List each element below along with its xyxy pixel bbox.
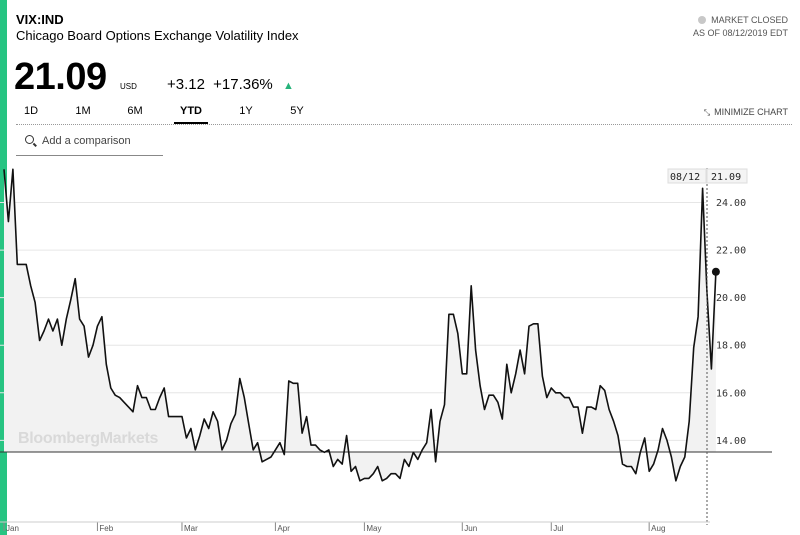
change-absolute: +3.12 bbox=[167, 76, 205, 93]
x-tick-label: Jul bbox=[553, 524, 563, 533]
x-axis-ticks: Jan Feb Mar Apr May Jun Jul Aug bbox=[3, 522, 665, 533]
y-tick-label: 24.00 bbox=[716, 198, 746, 209]
x-tick-label: Aug bbox=[651, 524, 665, 533]
x-tick-label: Apr bbox=[277, 524, 290, 533]
comparison-placeholder: Add a comparison bbox=[42, 135, 131, 147]
tooltip-date: 08/12 bbox=[670, 172, 700, 183]
y-tick-label: 18.00 bbox=[716, 341, 746, 352]
tooltip-value: 21.09 bbox=[711, 172, 741, 183]
change-percent: +17.36% bbox=[213, 76, 273, 93]
accent-bar bbox=[0, 0, 7, 535]
tab-5y[interactable]: 5Y bbox=[290, 105, 304, 117]
tab-ytd[interactable]: YTD bbox=[174, 105, 208, 124]
ticker-symbol: VIX:IND bbox=[16, 12, 64, 27]
search-icon bbox=[25, 135, 34, 144]
tab-1m[interactable]: 1M bbox=[75, 105, 91, 117]
x-tick-label: Jun bbox=[464, 524, 477, 533]
x-tick-label: Feb bbox=[99, 524, 113, 533]
y-tick-label: 16.00 bbox=[716, 388, 746, 399]
y-axis-ticks: 14.00 16.00 18.00 20.00 22.00 24.00 bbox=[716, 198, 746, 447]
minimize-chart-button[interactable]: ⤡ MINIMIZE CHART bbox=[704, 107, 788, 118]
market-status-block: MARKET CLOSED AS OF 08/12/2019 EDT bbox=[693, 14, 788, 40]
y-tick-label: 20.00 bbox=[716, 293, 746, 304]
price-area bbox=[4, 169, 716, 481]
minimize-icon: ⤡ bbox=[703, 108, 711, 117]
index-name: Chicago Board Options Exchange Volatilit… bbox=[16, 28, 299, 43]
x-tick-label: Mar bbox=[184, 524, 198, 533]
minimize-label: MINIMIZE CHART bbox=[714, 107, 788, 117]
x-tick-label: May bbox=[366, 524, 381, 533]
currency-label: USD bbox=[120, 82, 137, 91]
y-tick-label: 14.00 bbox=[716, 436, 746, 447]
price-line bbox=[3, 168, 717, 482]
tab-1y[interactable]: 1Y bbox=[239, 105, 253, 117]
tab-1d[interactable]: 1D bbox=[23, 105, 39, 117]
last-point-marker bbox=[711, 267, 720, 276]
date-tooltip-box bbox=[667, 168, 707, 184]
price-change: +3.12 +17.36% ▲ bbox=[167, 76, 294, 93]
timeframe-tabs: 1D 1M 6M YTD 1Y 5Y bbox=[16, 105, 792, 125]
as-of-timestamp: AS OF 08/12/2019 EDT bbox=[692, 28, 788, 38]
comparison-search[interactable]: Add a comparison bbox=[16, 130, 163, 156]
price-value: 21.09 bbox=[14, 56, 107, 98]
status-dot-icon bbox=[698, 16, 707, 24]
market-status: MARKET CLOSED bbox=[711, 15, 788, 25]
bloomberg-watermark: BloombergMarkets bbox=[18, 430, 159, 447]
value-tooltip-box bbox=[706, 168, 748, 184]
x-tick-label: Jan bbox=[6, 524, 19, 533]
tab-6m[interactable]: 6M bbox=[127, 105, 143, 117]
y-tick-label: 22.00 bbox=[716, 246, 746, 257]
up-arrow-icon: ▲ bbox=[282, 80, 294, 92]
